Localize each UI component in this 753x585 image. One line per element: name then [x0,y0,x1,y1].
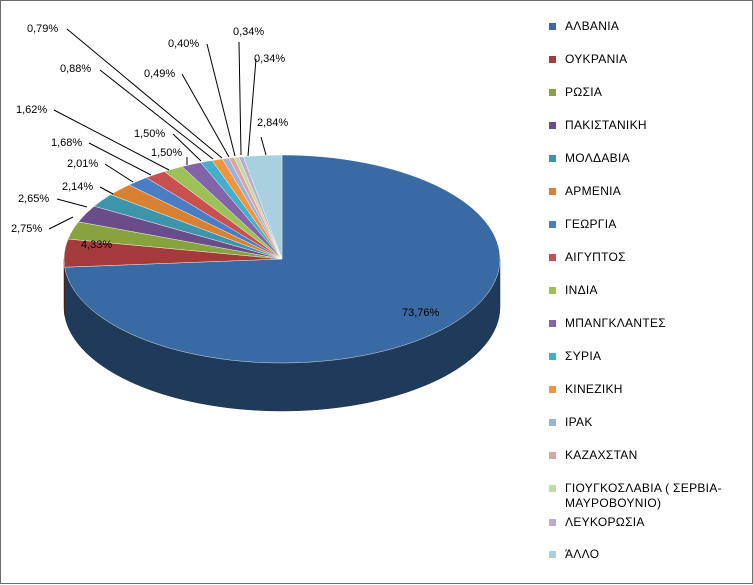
data-label-17: 2,84% [257,117,288,129]
data-label-11: 0,88% [60,63,91,75]
legend-swatch [549,188,556,195]
leader-line-12 [66,28,223,159]
legend-swatch [549,419,556,426]
data-label-10: 1,50% [134,128,165,140]
leader-line-5 [99,186,114,195]
data-label-13: 0,49% [144,68,175,80]
legend-label: ΚΙΝΕΖΙΚΗ [565,382,623,396]
legend-label: ΜΟΛΔΑΒΙΑ [565,151,630,165]
legend-swatch [549,155,556,162]
legend-label: ΓΙΟΥΓΚΟΣΛΑΒΙΑ ( ΣΕΡΒΙΑ-ΜΑΥΡΟΒΟΥΝΙΟ) [565,481,722,510]
data-labels: 73,76% 4,33% 2,75% 2,65% 2,14% 2,01% 1,68% 1,62… [11,23,440,319]
legend-swatch [549,287,556,294]
legend-label: ΚΑΖΑΧΣΤΑΝ [565,448,638,462]
legend-swatch [549,122,556,129]
legend-label: ΙΡΑΚ [565,415,593,429]
leader-line-11 [99,69,214,160]
legend-label: ΠΑΚΙΣΤΑΝΙΚΗ [565,118,647,132]
legend-swatch [549,56,556,63]
legend-label: ΣΥΡΙΑ [565,349,602,363]
data-label-3: 2,75% [11,223,42,235]
data-label-12: 0,79% [27,23,58,35]
pie-slice-1 [64,154,501,364]
leader-line-17 [260,136,267,156]
leader-line-16 [247,58,257,157]
leader-line-7 [88,142,152,176]
data-label-5: 2,14% [62,181,93,193]
legend-label: ΆΛΛΟ [565,547,600,561]
data-label-6: 2,01% [67,158,98,170]
leader-line-13 [181,73,230,158]
legend-swatch [549,485,556,492]
legend-label: ΑΛΒΑΝΙΑ [565,19,620,33]
legend-swatch [549,221,556,228]
legend-swatch [549,386,556,393]
legend-swatch [549,320,556,327]
legend-label: ΓΕΩΡΓΙΑ [565,217,617,231]
legend-swatch [549,254,556,261]
legend-swatch [549,551,556,558]
legend-label: ΟΥΚΡΑΝΙΑ [565,52,628,66]
legend-swatch [549,353,556,360]
data-label-1: 73,76% [402,307,440,319]
data-label-4: 2,65% [18,193,49,205]
legend-label: ΙΝΔΙΑ [565,283,598,297]
legend-swatch [549,519,556,526]
data-label-14: 0,40% [168,38,199,50]
leader-line-15 [238,41,242,156]
legend-label: ΑΙΓΥΠΤΟΣ [565,250,626,264]
data-label-8: 1,62% [16,104,47,116]
data-label-16: 0,34% [254,53,285,65]
data-label-9: 1,50% [151,147,182,159]
pie-slices [63,154,501,364]
leader-line-8 [53,109,170,171]
leader-line-6 [104,163,134,183]
leader-line-3 [48,216,74,230]
leader-line-4 [56,198,88,208]
legend-swatch [549,89,556,96]
pie-slice-17 [243,154,283,260]
leader-line-10 [172,133,202,162]
legend-label: ΑΡΜΕΝΙΑ [565,184,622,198]
data-label-15: 0,34% [233,26,264,38]
data-label-7: 1,68% [51,137,82,149]
data-label-2: 4,33% [81,239,112,251]
legend-swatch [549,452,556,459]
leader-line-14 [206,43,236,157]
legend-label: ΜΠΑΝΓΚΛΑΝΤΕΣ [565,316,666,330]
legend-label: ΡΩΣΙΑ [565,85,603,99]
legend-label: ΛΕΥΚΟΡΩΣΙΑ [565,515,645,529]
legend-swatch [549,23,556,30]
